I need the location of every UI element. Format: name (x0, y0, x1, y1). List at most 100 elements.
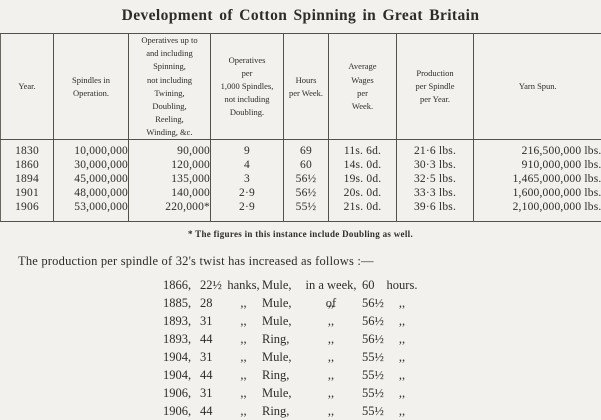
table-cell: 216,500,000 lbs. (474, 140, 601, 159)
increase-list-cell: ,, (382, 384, 422, 402)
increase-list-cell: ,, (300, 294, 362, 312)
table-cell: 48,000,000 (54, 186, 129, 200)
column-header-operatives-per-1000: Operatives per 1,000 Spindles, not inclu… (211, 34, 284, 140)
table-cell: 14s. 0d. (329, 158, 397, 172)
increase-list-row: 1893,44,,Ring,,,56½,, (163, 330, 601, 348)
increase-list-cell: ,, (225, 348, 262, 366)
increase-list-cell: 1904, (163, 348, 200, 366)
increase-list-cell: 1906, (163, 402, 200, 420)
table-cell: 2,100,000,000 lbs. (474, 200, 601, 222)
increase-list-cell: 1885, (163, 294, 200, 312)
increase-list-cell: Mule, (262, 312, 300, 330)
increase-list-cell: Ring, (262, 366, 300, 384)
table-cell: 20s. 0d. (329, 186, 397, 200)
table-cell: 60 (284, 158, 329, 172)
increase-list-cell: ,, (225, 294, 262, 312)
increase-list-cell: ,, (225, 402, 262, 420)
increase-list-cell: 1904, (163, 366, 200, 384)
increase-list-cell: 1893, (163, 312, 200, 330)
increase-list-cell: ,, (225, 330, 262, 348)
column-header-yarn-spun: Yarn Spun. (474, 34, 601, 140)
increase-list-cell: 44 (200, 330, 225, 348)
table-cell: 55½ (284, 200, 329, 222)
increase-list-cell: 28 (200, 294, 225, 312)
increase-list-cell: 56½ (362, 294, 382, 312)
increase-list-row: 1904,31,,Mule,,,55½,, (163, 348, 601, 366)
increase-list-cell: ,, (300, 312, 362, 330)
increase-list-cell: 31 (200, 312, 225, 330)
increase-list-row: 1906,31,,Mule,,,55½,, (163, 384, 601, 402)
increase-list-cell: Ring, (262, 402, 300, 420)
table-cell: 90,000 (129, 140, 211, 159)
increase-list-cell: ,, (225, 366, 262, 384)
increase-list-cell: Mule, (262, 384, 300, 402)
table-cell: 53,000,000 (54, 200, 129, 222)
table-cell: 11s. 6d. (329, 140, 397, 159)
column-header-wages: Average Wages per Week. (329, 34, 397, 140)
table-cell: 19s. 0d. (329, 172, 397, 186)
increase-list-cell: 31 (200, 348, 225, 366)
increase-list-cell: 1893, (163, 330, 200, 348)
table-cell: 56½ (284, 172, 329, 186)
table-cell: 39·6 lbs. (397, 200, 474, 222)
increase-list-row: 1904,44,,Ring,,,55½,, (163, 366, 601, 384)
column-header-operatives: Operatives up to and including Spinning,… (129, 34, 211, 140)
increase-list-cell: 1906, (163, 384, 200, 402)
increase-list-cell: Mule, (262, 294, 300, 312)
production-paragraph: The production per spindle of 32's twist… (18, 254, 601, 269)
column-header-spindles: Spindles in Operation. (54, 34, 129, 140)
page-title: Development of Cotton Spinning in Great … (0, 0, 601, 25)
increase-list-cell: ,, (300, 366, 362, 384)
table-cell: 33·3 lbs. (397, 186, 474, 200)
table-cell: 1,600,000,000 lbs. (474, 186, 601, 200)
increase-list-cell: ,, (382, 366, 422, 384)
table-cell: 2·9 (211, 200, 284, 222)
increase-list-row: 1893,31,,Mule,,,56½,, (163, 312, 601, 330)
table-cell: 140,000 (129, 186, 211, 200)
table-cell: 1901 (1, 186, 54, 200)
increase-list-cell: ,, (300, 384, 362, 402)
table-cell: 56½ (284, 186, 329, 200)
table-cell: 21s. 0d. (329, 200, 397, 222)
table-cell: 910,000,000 lbs. (474, 158, 601, 172)
table-cell: 1894 (1, 172, 54, 186)
increase-list-cell: 55½ (362, 384, 382, 402)
table-cell: 21·6 lbs. (397, 140, 474, 159)
table-cell: 32·5 lbs. (397, 172, 474, 186)
table-cell: 30,000,000 (54, 158, 129, 172)
increase-list-cell: ,, (382, 294, 422, 312)
increase-list-row: 1906,44,,Ring,,,55½,, (163, 402, 601, 420)
table-cell: 135,000 (129, 172, 211, 186)
table-cell: 1,465,000,000 lbs. (474, 172, 601, 186)
table-cell: 3 (211, 172, 284, 186)
increase-list-cell: ,, (382, 330, 422, 348)
table-footnote: * The figures in this instance include D… (0, 229, 601, 239)
table-cell: 10,000,000 (54, 140, 129, 159)
table-header: Year. Spindles in Operation. Operatives … (1, 34, 601, 140)
increase-list-cell: ,, (300, 402, 362, 420)
table-cell: 120,000 (129, 158, 211, 172)
increase-list-cell: ,, (382, 348, 422, 366)
increase-list-cell: 56½ (362, 312, 382, 330)
table-cell: 2·9 (211, 186, 284, 200)
table-cell: 4 (211, 158, 284, 172)
increase-list-cell: ,, (382, 312, 422, 330)
increase-list-cell: ,, (382, 402, 422, 420)
increase-list-cell: 55½ (362, 348, 382, 366)
increase-list-cell: ,, (300, 348, 362, 366)
increase-list-cell: 44 (200, 402, 225, 420)
table-cell: 220,000* (129, 200, 211, 222)
table-cell: 1860 (1, 158, 54, 172)
increase-list-cell: 56½ (362, 330, 382, 348)
increase-list-cell: Mule, (262, 348, 300, 366)
table-cell: 69 (284, 140, 329, 159)
column-header-year: Year. (1, 34, 54, 140)
table-cell: 1830 (1, 140, 54, 159)
increase-list-cell: 44 (200, 366, 225, 384)
